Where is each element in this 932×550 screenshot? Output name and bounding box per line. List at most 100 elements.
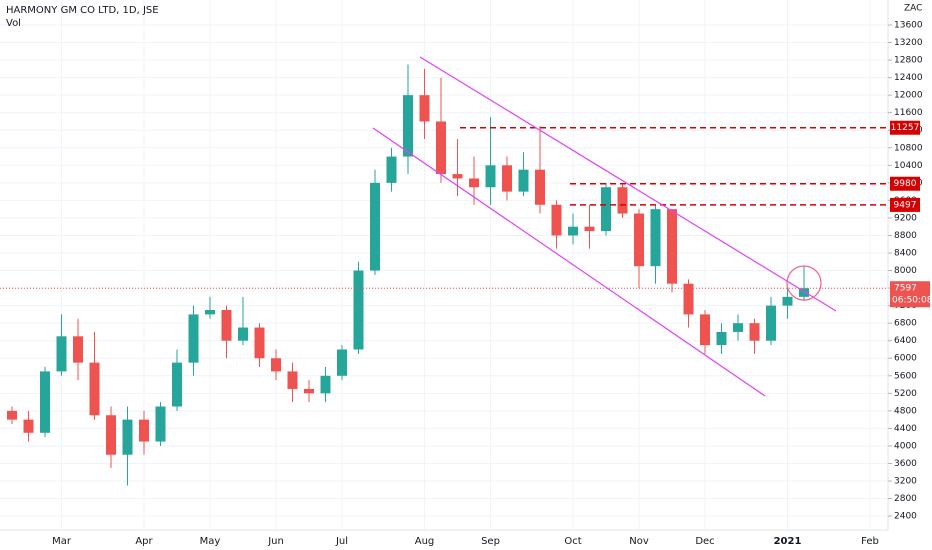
volume-label: Vol (6, 18, 21, 29)
highlight-circle (786, 265, 822, 301)
x-tick-label: Dec (695, 536, 714, 547)
candle-body (419, 95, 430, 122)
candle-body (271, 358, 281, 372)
candle-body (155, 406, 166, 442)
candle-body (469, 178, 479, 188)
candle-body (122, 419, 133, 455)
y-tick-label: 3200 (894, 477, 917, 487)
candle-body (502, 165, 512, 192)
last-price-label: 7597 (894, 284, 917, 294)
y-tick-label: 2800 (894, 494, 917, 504)
y-tick-label: 6800 (894, 319, 917, 329)
channel-lower (372, 127, 766, 397)
chart-title: HARMONY GM CO LTD, 1D, JSE (6, 5, 159, 16)
candle-body (551, 204, 562, 236)
y-tick-label: 8000 (894, 266, 917, 276)
x-tick-label: 2021 (774, 536, 802, 547)
x-tick-label: Mar (52, 536, 72, 547)
candle-body (238, 327, 248, 341)
candle-body (700, 314, 710, 346)
y-tick-label: 12000 (894, 91, 923, 101)
channel-upper (419, 56, 837, 312)
y-tick-label: 8400 (894, 249, 917, 259)
candles (0, 64, 888, 486)
candle-body (188, 314, 199, 363)
candle-body (56, 336, 67, 372)
x-tick-label: Feb (861, 536, 879, 547)
candle-body (799, 288, 809, 297)
y-tick-label: 3600 (894, 459, 917, 469)
axes: 2400 2800 3200 3600 4000 4400 4800 5200 5600 6000… (52, 20, 932, 547)
candle-body (386, 156, 397, 183)
candle-body (683, 283, 694, 315)
candle-body (518, 169, 529, 192)
level-badge (890, 197, 920, 212)
x-tick-label: Jun (267, 536, 284, 547)
candle-body (617, 187, 628, 214)
x-tick-label: Jul (335, 536, 348, 547)
candle-body (535, 169, 545, 205)
candle-body (634, 213, 644, 267)
level-label: 9980 (894, 179, 917, 189)
y-tick-label: 12400 (894, 73, 923, 83)
candle-body (584, 226, 595, 232)
y-tick-label: 4000 (894, 441, 917, 451)
candle-body (320, 375, 331, 394)
candle-body (205, 310, 215, 315)
candle-body (89, 362, 100, 416)
candle-body (568, 226, 578, 236)
candle-body (436, 121, 446, 175)
candle-body (7, 410, 17, 420)
candle-body (221, 310, 232, 341)
y-tick-label: 13200 (894, 38, 923, 48)
candle-body (650, 209, 661, 267)
y-tick-label: 8800 (894, 231, 917, 241)
candle-body (106, 415, 116, 455)
candle-body (353, 270, 364, 350)
candle-body (304, 388, 314, 394)
candle-body (254, 327, 265, 359)
y-tick-label: 4400 (894, 424, 917, 434)
x-tick-label: May (200, 536, 221, 547)
y-tick-label: 6000 (894, 354, 917, 364)
candle-body (23, 419, 34, 433)
candle-body (485, 165, 496, 188)
x-tick-label: Sep (481, 536, 500, 547)
last-price-badge (890, 281, 930, 308)
candle-body (733, 323, 743, 332)
candle-body (766, 305, 776, 341)
candle-body (667, 209, 677, 284)
candle-body (139, 419, 149, 442)
y-tick-label: 13600 (894, 20, 923, 30)
y-tick-label: 10400 (894, 161, 923, 171)
level-label: 9497 (894, 200, 917, 210)
candle-body (749, 323, 760, 341)
y-tick-label: 9200 (894, 213, 917, 223)
y-tick-label: 4800 (894, 406, 917, 416)
y-tick-label: 5600 (894, 371, 917, 381)
x-tick-label: Aug (415, 536, 435, 547)
candle-body (40, 371, 50, 433)
candle-body (337, 349, 347, 376)
level-badge (890, 176, 920, 191)
x-tick-label: Apr (135, 536, 153, 547)
candle-body (601, 187, 611, 232)
y-tick-label: 5200 (894, 389, 917, 399)
y-tick-label: 10800 (894, 143, 923, 153)
candle-body (403, 95, 413, 157)
candle-body (172, 362, 182, 407)
y-tick-label: 2400 (894, 512, 917, 522)
x-tick-label: Nov (629, 536, 649, 547)
candle-body (73, 336, 83, 363)
candle-body (716, 331, 727, 346)
y-tick-label: 11600 (894, 108, 923, 118)
candle-body (452, 174, 463, 179)
candle-body (370, 182, 380, 271)
currency: ZAC (904, 4, 922, 14)
level-badge (890, 120, 920, 135)
level-label: 11257 (891, 123, 920, 133)
countdown: 06:50:08 (892, 296, 932, 306)
y-tick-label: 12800 (894, 56, 923, 66)
